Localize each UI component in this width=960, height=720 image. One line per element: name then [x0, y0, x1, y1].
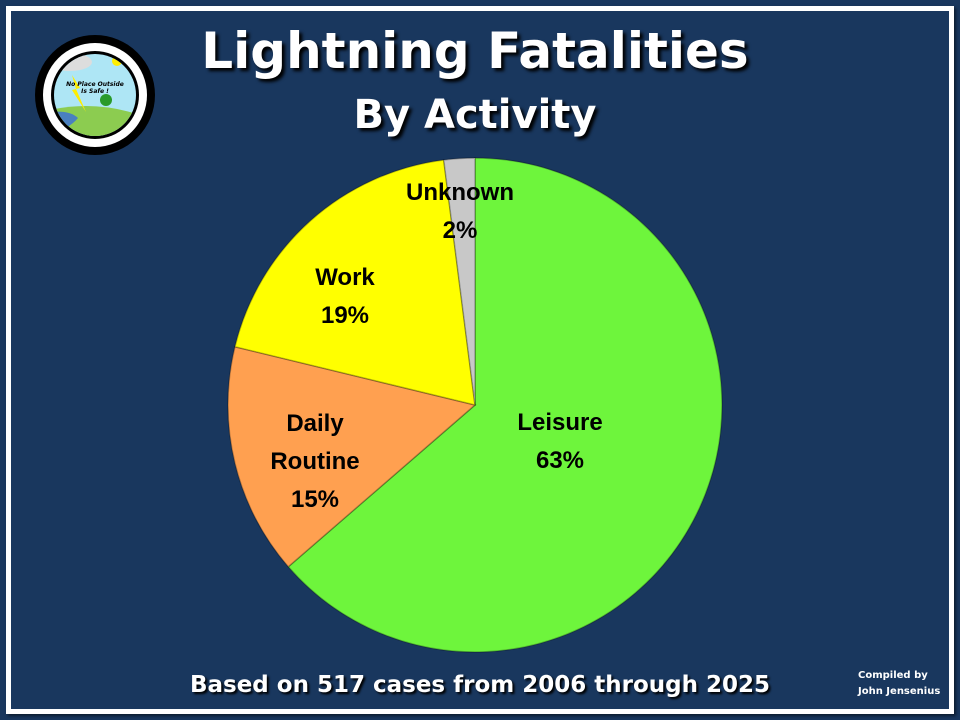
credit: Compiled by John Jensenius	[858, 668, 940, 700]
pie-slice-daily-routine	[227, 345, 477, 568]
data-label-percent: 2%	[443, 217, 478, 244]
data-label-category: Routine	[270, 448, 359, 475]
pie-slice-unknown	[442, 157, 476, 406]
data-label-category: Unknown	[406, 179, 514, 206]
svg-text:Is Safe !: Is Safe !	[81, 88, 109, 95]
data-label-percent: 19%	[321, 302, 369, 329]
nlsc-logo: No Place Outside Is Safe !	[35, 35, 155, 155]
pie-slice-work	[234, 159, 476, 406]
data-label-percent: 63%	[536, 447, 584, 474]
data-label-category: Daily	[286, 410, 344, 437]
credit-line1: Compiled by	[858, 670, 928, 681]
data-label-category: Work	[315, 264, 375, 291]
data-label-percent: 15%	[291, 486, 339, 513]
chart-title: Lightning Fatalities	[201, 22, 749, 80]
footnote: Based on 517 cases from 2006 through 202…	[189, 672, 771, 698]
chart-subtitle: By Activity	[353, 92, 597, 138]
slide-frame	[6, 6, 954, 714]
pie-slice-leisure	[287, 157, 723, 653]
logo-text: No Place Outside	[66, 81, 124, 88]
data-label-category: Leisure	[517, 409, 602, 436]
pie-chart: Leisure 63% Daily Routine 15% Work 19% Unknown 2…	[227, 157, 723, 653]
credit-line2: John Jensenius	[858, 686, 941, 697]
